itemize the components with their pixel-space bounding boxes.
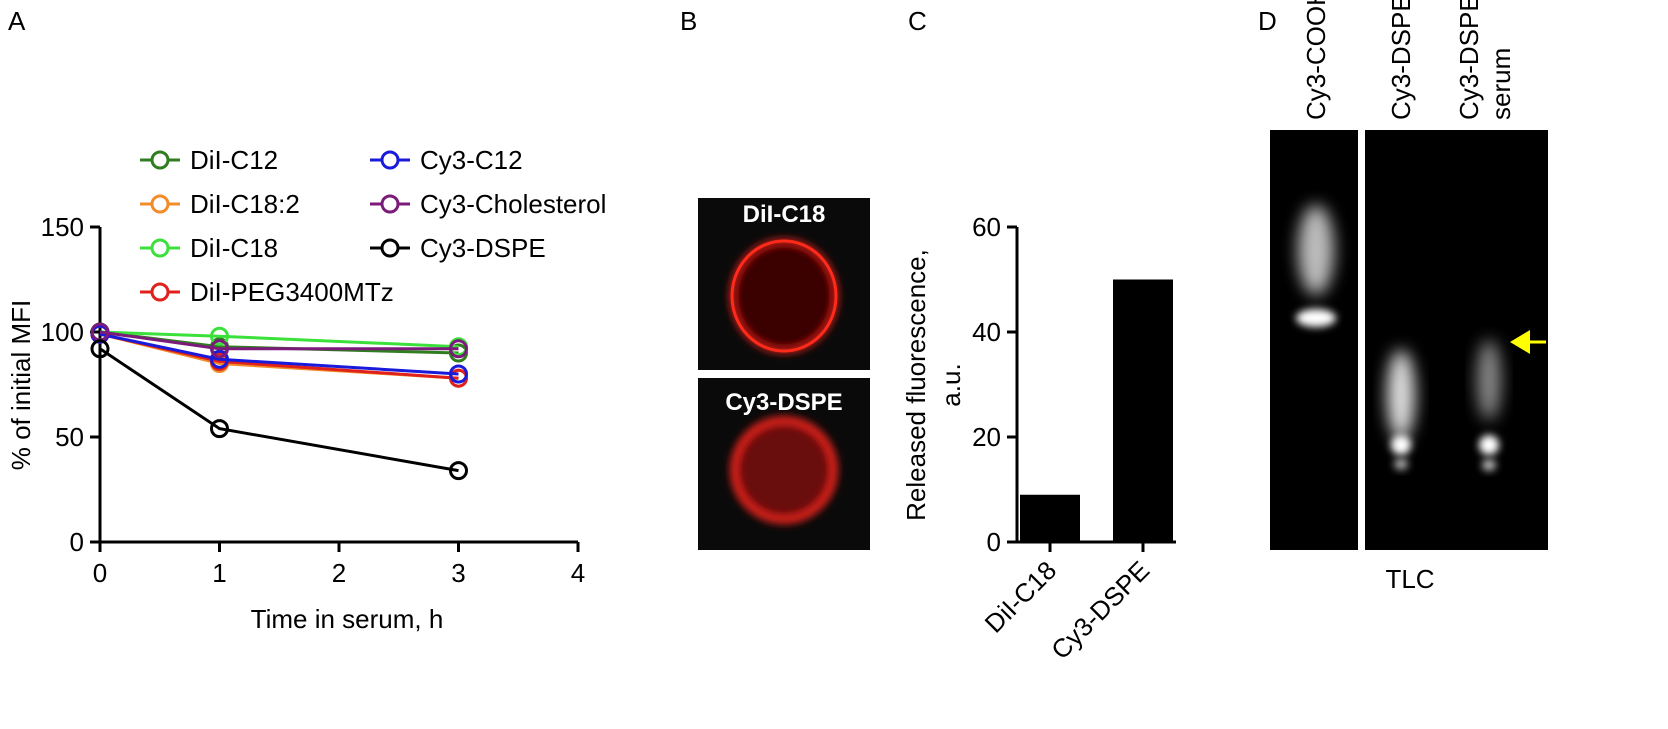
x-tick-label: 2 [332,558,346,588]
series-line [99,332,459,376]
lane-label: Cy3-DSPE [1454,0,1484,120]
x-tick-label: 3 [451,558,465,588]
data-point [210,326,229,346]
x-tick-label: 1 [212,558,226,588]
legend-label: DiI-C18:2 [190,189,300,219]
legend-marker [380,238,400,258]
legend-marker [150,194,170,214]
x-axis-title: Time in serum, h [251,604,444,634]
data-point [90,339,110,359]
data-point [449,364,468,384]
x-tick-label: 4 [571,558,585,588]
cell-membrane [730,239,838,353]
y-tick-label: 150 [41,212,84,242]
x-tick-label: 0 [93,558,107,588]
lane-label: serum [1486,48,1516,120]
x-tick-label: DiI-C18 [979,555,1063,639]
legend-label: Cy3-C12 [420,145,523,175]
y-tick-label: 40 [972,317,1001,347]
data-point [449,461,468,481]
y-tick-label: 50 [55,422,84,452]
lane-label: Cy3-DSPE [1386,0,1416,120]
tlc-spot [1394,458,1408,470]
tlc-caption: TLC [1385,564,1434,594]
series-line [99,347,459,473]
bar [1020,494,1080,542]
y-tick-label: 20 [972,422,1001,452]
legend-marker [150,150,170,170]
legend-label: DiI-C12 [190,145,278,175]
legend-marker [380,194,400,214]
y-tick-label: 0 [987,527,1001,557]
y-axis-title: a.u. [936,363,966,406]
tlc-spot [1482,459,1496,471]
panel-letter: B [680,6,697,36]
series-line [99,330,459,351]
cell [730,416,838,524]
data-point [210,339,229,359]
legend-label: Cy3-DSPE [420,233,546,263]
tlc-spot [1479,435,1499,455]
legend-label: DiI-PEG3400MTz [190,277,394,307]
tlc-spot [1391,435,1411,455]
legend-label: Cy3-Cholesterol [420,189,606,219]
tlc-plate [1270,130,1358,550]
tlc-spot [1298,205,1334,295]
legend-marker [380,150,400,170]
data-point [210,419,229,439]
panel-letter: A [8,6,26,36]
legend-marker [150,282,170,302]
micrograph-label: DiI-C18 [743,201,826,228]
legend-label: DiI-C18 [190,233,278,263]
data-point [210,349,229,369]
panel-letter: C [908,6,927,36]
data-point [449,339,468,359]
y-axis-title: % of initial MFI [6,300,36,471]
bar [1113,279,1173,542]
series-line [99,330,459,349]
micrograph-label: Cy3-DSPE [725,389,842,416]
tlc-spot [1296,309,1336,327]
panel-letter: D [1258,6,1277,36]
lane-label: Cy3-COOH [1301,0,1331,120]
arrow [1510,330,1530,354]
y-tick-label: 60 [972,212,1001,242]
x-tick-label: Cy3-DSPE [1045,555,1155,665]
y-tick-label: 100 [41,317,84,347]
tlc-spot [1387,350,1415,440]
y-axis-title: Released fluorescence, [901,249,931,521]
tlc-spot [1477,340,1501,420]
legend-marker [150,238,170,258]
y-tick-label: 0 [70,527,84,557]
